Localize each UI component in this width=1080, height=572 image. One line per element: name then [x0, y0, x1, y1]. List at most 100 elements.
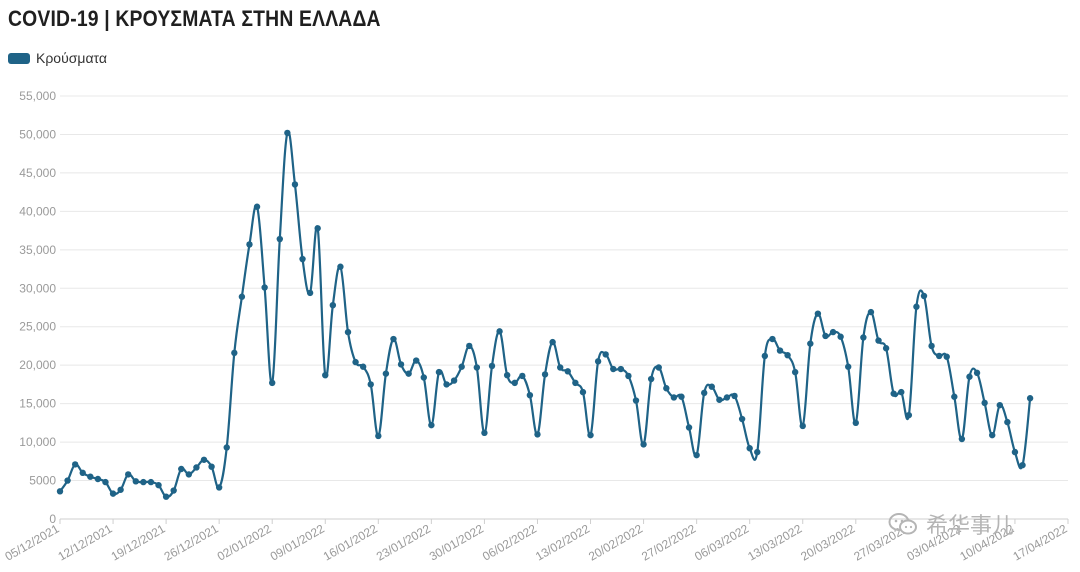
- legend[interactable]: Κρούσματα: [8, 50, 107, 66]
- data-point: [716, 396, 723, 403]
- data-point: [898, 388, 905, 396]
- data-point: [966, 373, 973, 380]
- x-tick-label: 05/12/2021: [2, 521, 61, 563]
- x-tick-label: 06/03/2022: [692, 521, 751, 563]
- data-point: [875, 337, 882, 344]
- data-point: [1011, 448, 1019, 456]
- data-point: [882, 345, 890, 352]
- data-point: [367, 381, 374, 388]
- data-point: [200, 456, 208, 463]
- y-tick-label: 45,000: [19, 166, 56, 180]
- data-point: [125, 471, 132, 478]
- data-point: [708, 383, 715, 390]
- data-point: [352, 358, 359, 366]
- legend-swatch: [8, 52, 30, 64]
- data-point: [640, 441, 647, 448]
- data-point: [958, 435, 966, 443]
- data-point: [231, 349, 238, 357]
- data-point: [557, 364, 564, 371]
- data-point: [761, 352, 769, 360]
- data-point: [784, 351, 791, 359]
- watermark: 希华事儿: [888, 508, 1014, 540]
- x-tick-label: 13/02/2022: [533, 521, 592, 563]
- data-point: [738, 415, 746, 423]
- data-point: [246, 241, 253, 248]
- data-point: [466, 342, 473, 350]
- data-point: [989, 431, 996, 439]
- data-point: [208, 463, 215, 470]
- data-point: [564, 368, 571, 375]
- data-point: [253, 203, 261, 210]
- data-point: [238, 293, 246, 300]
- y-tick-label: 30,000: [19, 281, 56, 295]
- data-point: [344, 328, 352, 336]
- data-point: [541, 371, 549, 378]
- data-point: [769, 335, 776, 343]
- data-point: [951, 393, 958, 400]
- x-tick-label: 20/02/2022: [586, 521, 645, 563]
- data-point: [776, 347, 784, 354]
- y-tick-label: 15,000: [19, 397, 56, 411]
- data-point: [602, 351, 609, 358]
- legend-label: Κρούσματα: [36, 50, 107, 66]
- data-point: [215, 484, 223, 491]
- data-point: [170, 487, 177, 494]
- data-point: [284, 129, 291, 137]
- data-point: [845, 363, 852, 370]
- x-tick-label: 19/12/2021: [109, 521, 168, 563]
- data-point: [299, 255, 306, 263]
- data-point: [981, 399, 988, 407]
- data-point: [64, 477, 71, 484]
- data-point: [935, 352, 943, 360]
- x-tick-label: 26/12/2021: [162, 521, 221, 563]
- data-point: [102, 478, 109, 486]
- data-point: [94, 475, 102, 483]
- data-point: [549, 338, 556, 346]
- data-point: [807, 340, 814, 347]
- data-point: [450, 377, 458, 384]
- data-point: [155, 481, 162, 489]
- data-point: [754, 448, 761, 456]
- data-point: [670, 394, 678, 401]
- data-point: [791, 368, 799, 376]
- data-point: [837, 333, 844, 340]
- data-point: [503, 371, 511, 379]
- data-point: [329, 301, 337, 309]
- x-tick-label: 09/01/2022: [268, 521, 327, 563]
- data-point: [814, 310, 822, 317]
- data-point: [928, 342, 935, 350]
- data-point: [162, 493, 170, 500]
- data-point: [397, 361, 405, 368]
- data-point: [435, 368, 443, 376]
- data-point: [905, 411, 913, 419]
- data-point: [382, 370, 390, 377]
- data-point: [852, 419, 859, 427]
- data-point: [140, 478, 147, 486]
- data-point: [322, 371, 329, 379]
- data-point: [663, 385, 670, 392]
- data-point: [579, 388, 587, 396]
- data-point: [655, 364, 662, 371]
- watermark-text: 希华事儿: [926, 513, 1015, 538]
- data-point: [87, 473, 94, 480]
- y-tick-label: 35,000: [19, 243, 56, 257]
- data-point: [685, 424, 693, 431]
- y-tick-label: 0: [49, 512, 56, 526]
- data-point: [1019, 461, 1026, 469]
- y-tick-label: 50,000: [19, 127, 56, 141]
- data-point: [443, 381, 450, 388]
- x-tick-label: 27/02/2022: [639, 521, 698, 563]
- data-point: [458, 363, 465, 370]
- data-point: [973, 369, 981, 377]
- x-tick-label: 23/01/2022: [374, 521, 433, 563]
- data-point: [534, 431, 541, 438]
- data-point: [913, 303, 920, 310]
- data-point: [428, 421, 435, 429]
- data-point: [799, 422, 806, 430]
- data-point: [746, 445, 753, 452]
- data-point: [511, 379, 518, 387]
- data-point: [996, 401, 1003, 409]
- data-point: [178, 465, 185, 473]
- data-point: [1004, 418, 1011, 426]
- data-point: [193, 464, 200, 471]
